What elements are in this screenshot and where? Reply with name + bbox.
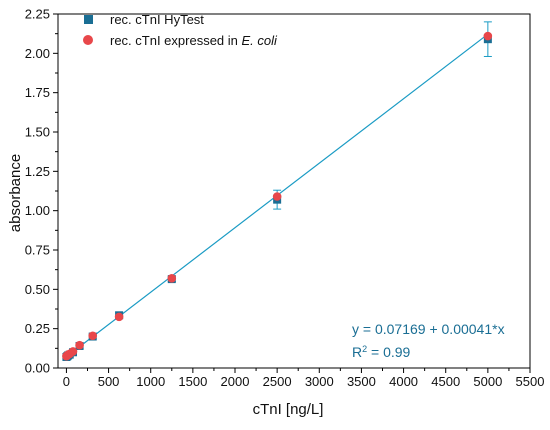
plot-frame bbox=[57, 13, 531, 369]
x-tick-label: 5500 bbox=[516, 374, 545, 389]
data-point-ecoli bbox=[272, 192, 282, 201]
fit-r-squared: R2 = 0.99 bbox=[352, 344, 411, 360]
x-axis-ticks: 0 500 1000 1500 2000 2500 3000 3500 4000 4500 5000… bbox=[63, 368, 545, 389]
x-tick-label: 2500 bbox=[263, 374, 292, 389]
y-axis-ticks: 0.00 0.25 0.50 0.75 1.00 1.25 1.50 1.75 2.00 2.25 bbox=[25, 7, 58, 376]
x-tick-label: 1000 bbox=[136, 374, 165, 389]
y-tick-label: 2.00 bbox=[25, 46, 50, 61]
x-tick-label: 0 bbox=[63, 374, 70, 389]
x-axis-title: cTnI [ng/L] bbox=[253, 401, 324, 418]
axes bbox=[57, 13, 531, 369]
fit-equation-text: y = 0.07169 + 0.00041*x bbox=[352, 321, 505, 337]
y-axis-title: absorbance bbox=[7, 154, 24, 232]
y-tick-label: 0.00 bbox=[25, 361, 50, 376]
y-tick-label: 1.50 bbox=[25, 125, 50, 140]
y-tick-label: 0.75 bbox=[25, 243, 50, 258]
x-tick-label: 500 bbox=[98, 374, 120, 389]
legend-marker-hytest bbox=[84, 15, 93, 24]
data-point-ecoli bbox=[68, 347, 78, 356]
data-point-ecoli bbox=[483, 31, 493, 41]
x-tick-label: 4500 bbox=[431, 374, 460, 389]
x-tick-label: 5000 bbox=[473, 374, 502, 389]
y-tick-label: 0.50 bbox=[25, 282, 50, 297]
series-group bbox=[62, 21, 493, 361]
x-tick-label: 2000 bbox=[221, 374, 250, 389]
data-point-ecoli bbox=[114, 312, 124, 322]
legend: rec. cTnI HyTest rec. cTnI expressed in … bbox=[83, 12, 278, 48]
x-tick-label: 3000 bbox=[305, 374, 334, 389]
legend-label-hytest: rec. cTnI HyTest bbox=[110, 12, 204, 27]
x-tick-label: 1500 bbox=[178, 374, 207, 389]
y-tick-label: 1.75 bbox=[25, 85, 50, 100]
legend-label-ecoli: rec. cTnI expressed in E. coli bbox=[110, 33, 278, 48]
x-tick-label: 4000 bbox=[389, 374, 418, 389]
y-tick-label: 1.00 bbox=[25, 203, 50, 218]
y-tick-label: 2.25 bbox=[25, 7, 50, 22]
fit-equation: y = 0.07169 + 0.00041*x R2 = 0.99 bbox=[352, 321, 505, 360]
y-tick-label: 0.25 bbox=[25, 321, 50, 336]
y-tick-label: 1.25 bbox=[25, 164, 50, 179]
data-point-ecoli bbox=[167, 274, 177, 283]
data-point-ecoli bbox=[75, 340, 84, 350]
data-point-ecoli bbox=[88, 331, 98, 341]
legend-marker-ecoli bbox=[83, 35, 93, 45]
x-tick-label: 3500 bbox=[347, 374, 376, 389]
